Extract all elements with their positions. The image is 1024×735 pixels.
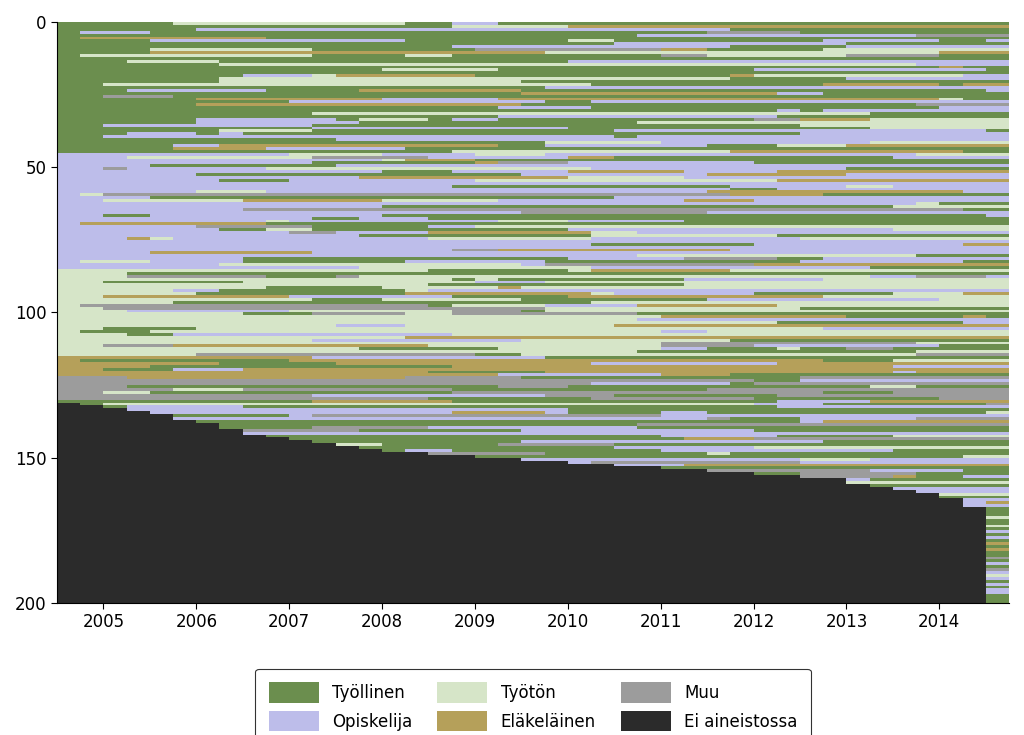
Legend: Työllinen, Opiskelija, Työtön, Eläkeläinen, Muu, Ei aineistossa: Työllinen, Opiskelija, Työtön, Eläkeläin… — [255, 669, 811, 735]
